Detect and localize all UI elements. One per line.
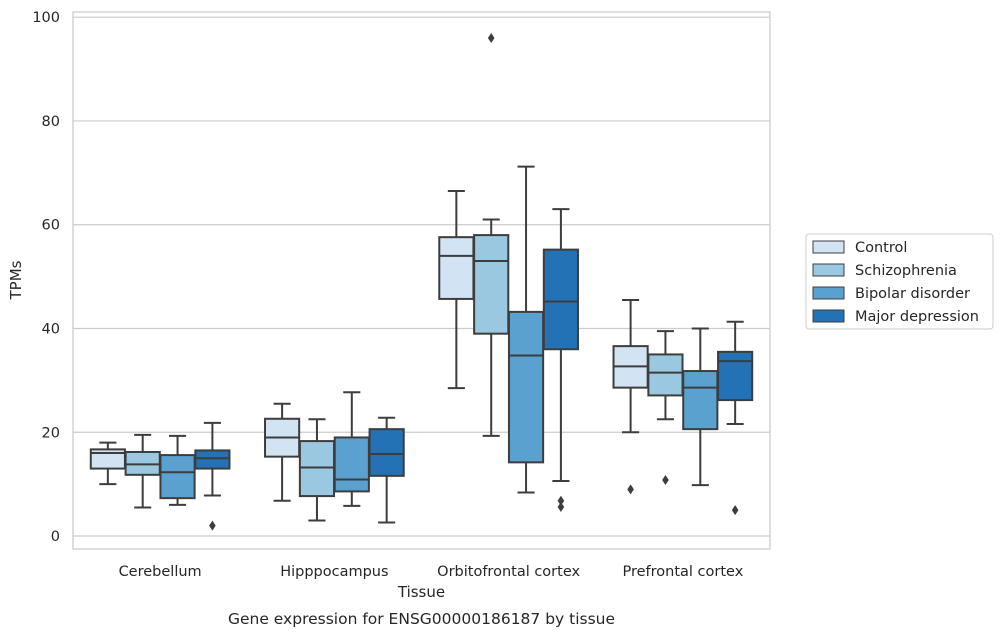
- box-iqr: [682, 370, 719, 431]
- y-tick-label: 80: [42, 114, 60, 130]
- legend-swatch: [812, 286, 845, 300]
- box-layer: [89, 32, 754, 531]
- x-tick-labels: Cerebellum Hipppocampus Orbitofrontal cort…: [119, 564, 744, 580]
- box-iqr: [298, 440, 336, 498]
- outlier-point: [557, 501, 565, 512]
- box-iqr: [159, 454, 196, 500]
- y-tick-label: 20: [42, 425, 60, 441]
- box-hipppocampus-control: [264, 402, 301, 502]
- box-orbitofrontal-cortex-bipolar-disorder: [507, 165, 545, 494]
- x-tick-label: Prefrontal cortex: [622, 564, 743, 580]
- legend-swatch: [812, 263, 845, 277]
- y-tick-label: 100: [32, 10, 60, 26]
- box-prefrontal-cortex-schizophrenia: [647, 330, 684, 485]
- outlier-point: [557, 495, 565, 506]
- box-orbitofrontal-cortex-control: [438, 190, 475, 390]
- chart-caption: Gene expression for ENSG00000186187 by t…: [228, 610, 615, 628]
- box-hipppocampus-schizophrenia: [298, 418, 336, 522]
- box-prefrontal-cortex-bipolar-disorder: [682, 327, 719, 487]
- box-iqr: [124, 450, 161, 476]
- box-iqr: [473, 234, 510, 335]
- box-iqr: [194, 449, 231, 470]
- box-iqr: [438, 236, 475, 300]
- legend-frame: [805, 233, 994, 330]
- x-axis-label: Tissue: [397, 583, 445, 601]
- box-iqr: [647, 353, 684, 397]
- x-tick-label: Orbitofrontal cortex: [437, 564, 580, 580]
- legend-swatch: [812, 240, 845, 254]
- x-tick-label: Hipppocampus: [280, 564, 388, 580]
- box-iqr: [542, 248, 579, 351]
- y-tick-label: 60: [42, 218, 60, 234]
- y-axis-label: TPMs: [7, 260, 25, 300]
- y-tick-label: 40: [42, 321, 60, 337]
- box-orbitofrontal-cortex-major-depression: [542, 208, 579, 512]
- legend-swatch: [812, 309, 845, 323]
- x-tick-label: Cerebellum: [119, 564, 202, 580]
- outlier-point: [627, 484, 634, 495]
- outlier-point: [209, 520, 216, 531]
- box-iqr: [368, 428, 405, 477]
- box-iqr: [333, 436, 370, 493]
- outlier-point: [662, 474, 669, 485]
- legend-label: Control: [855, 240, 907, 256]
- legend-label: Bipolar disorder: [855, 286, 970, 302]
- y-tick-labels: 0 20 40 60 80 100: [32, 10, 60, 545]
- box-cerebellum-major-depression: [194, 421, 231, 531]
- box-prefrontal-cortex-major-depression: [717, 320, 754, 516]
- box-hipppocampus-major-depression: [368, 416, 405, 524]
- legend: Control Schizophrenia Bipolar disorder Majo…: [805, 233, 994, 330]
- box-iqr: [507, 310, 545, 464]
- legend-label: Major depression: [855, 309, 979, 325]
- box-cerebellum-bipolar-disorder: [159, 434, 196, 506]
- outlier-point: [487, 32, 495, 43]
- grid-layer: [73, 16, 770, 537]
- box-cerebellum-schizophrenia: [124, 433, 161, 509]
- outlier-point: [731, 505, 739, 516]
- box-orbitofrontal-cortex-schizophrenia: [473, 32, 510, 437]
- box-hipppocampus-bipolar-disorder: [333, 391, 370, 507]
- plot-frame: [72, 11, 771, 550]
- y-tick-label: 0: [51, 529, 60, 545]
- box-iqr: [717, 350, 754, 402]
- legend-label: Schizophrenia: [855, 263, 957, 279]
- box-prefrontal-cortex-control: [612, 298, 649, 495]
